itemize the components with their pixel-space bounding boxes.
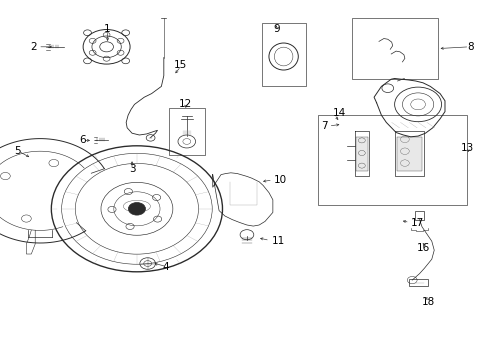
Text: 11: 11 xyxy=(271,236,284,246)
Text: 13: 13 xyxy=(460,143,473,153)
Text: 14: 14 xyxy=(332,108,345,118)
Text: 17: 17 xyxy=(410,218,423,228)
Text: 3: 3 xyxy=(128,164,135,174)
Bar xyxy=(408,279,427,286)
Text: 18: 18 xyxy=(421,297,434,307)
Text: 16: 16 xyxy=(416,243,429,253)
Text: 2: 2 xyxy=(30,42,37,52)
Circle shape xyxy=(128,202,145,215)
Text: 10: 10 xyxy=(273,175,286,185)
Text: 4: 4 xyxy=(162,262,168,272)
Bar xyxy=(317,115,466,205)
Text: 8: 8 xyxy=(467,42,473,52)
Bar xyxy=(414,211,424,220)
Text: 12: 12 xyxy=(179,99,192,109)
Text: 1: 1 xyxy=(104,24,111,34)
Text: 6: 6 xyxy=(79,135,85,145)
Text: 9: 9 xyxy=(272,24,279,34)
Text: 15: 15 xyxy=(174,60,187,70)
Bar xyxy=(351,18,437,79)
Bar xyxy=(168,108,205,155)
Bar xyxy=(261,23,305,86)
Text: 7: 7 xyxy=(320,121,327,131)
Bar xyxy=(396,137,421,171)
Text: 5: 5 xyxy=(15,146,21,156)
Bar xyxy=(355,137,367,171)
